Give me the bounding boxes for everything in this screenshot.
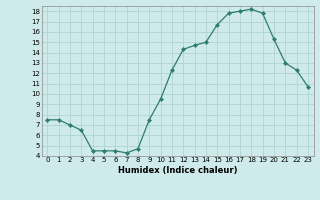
X-axis label: Humidex (Indice chaleur): Humidex (Indice chaleur) xyxy=(118,166,237,175)
